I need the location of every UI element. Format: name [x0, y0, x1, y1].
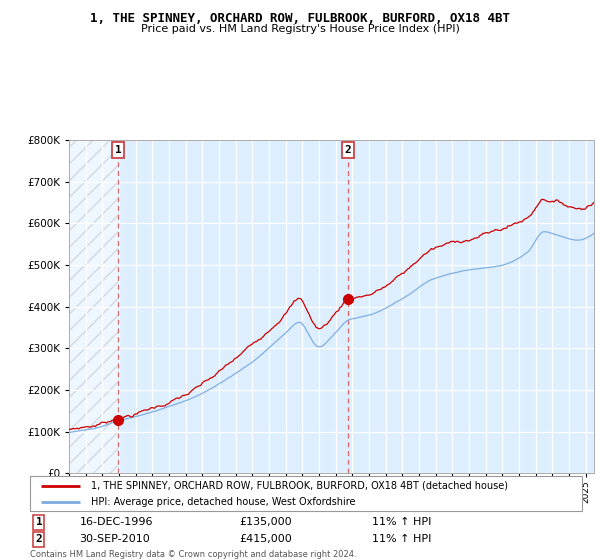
Text: £415,000: £415,000: [240, 534, 293, 544]
Text: 11% ↑ HPI: 11% ↑ HPI: [372, 517, 431, 528]
Text: 30-SEP-2010: 30-SEP-2010: [80, 534, 151, 544]
FancyBboxPatch shape: [30, 476, 582, 511]
Text: 2: 2: [345, 145, 352, 155]
Text: 2: 2: [35, 534, 42, 544]
Text: 1: 1: [35, 517, 42, 528]
Text: HPI: Average price, detached house, West Oxfordshire: HPI: Average price, detached house, West…: [91, 497, 355, 507]
Text: £135,000: £135,000: [240, 517, 292, 528]
Text: 11% ↑ HPI: 11% ↑ HPI: [372, 534, 431, 544]
Text: 1, THE SPINNEY, ORCHARD ROW, FULBROOK, BURFORD, OX18 4BT: 1, THE SPINNEY, ORCHARD ROW, FULBROOK, B…: [90, 12, 510, 25]
Text: 16-DEC-1996: 16-DEC-1996: [80, 517, 153, 528]
Text: 1: 1: [115, 145, 122, 155]
Text: Contains HM Land Registry data © Crown copyright and database right 2024.
This d: Contains HM Land Registry data © Crown c…: [30, 550, 356, 560]
Text: Price paid vs. HM Land Registry's House Price Index (HPI): Price paid vs. HM Land Registry's House …: [140, 24, 460, 34]
Text: 1, THE SPINNEY, ORCHARD ROW, FULBROOK, BURFORD, OX18 4BT (detached house): 1, THE SPINNEY, ORCHARD ROW, FULBROOK, B…: [91, 480, 508, 491]
